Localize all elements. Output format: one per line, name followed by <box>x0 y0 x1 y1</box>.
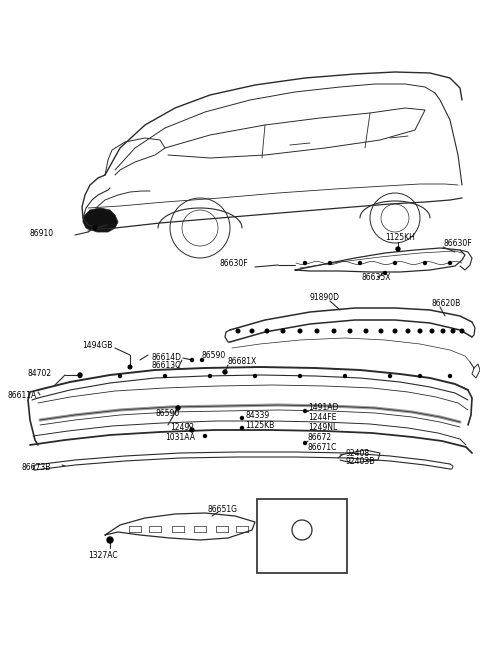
Circle shape <box>191 358 193 361</box>
Circle shape <box>394 262 396 264</box>
Text: 1031AA: 1031AA <box>165 432 195 441</box>
Circle shape <box>379 329 383 333</box>
Text: 1125KB: 1125KB <box>245 420 274 430</box>
Circle shape <box>250 329 254 333</box>
Circle shape <box>448 375 452 377</box>
Circle shape <box>253 375 256 377</box>
Circle shape <box>328 262 332 264</box>
Text: 86613C: 86613C <box>152 361 181 369</box>
Circle shape <box>303 409 307 413</box>
Circle shape <box>359 262 361 264</box>
Text: 86910: 86910 <box>30 228 54 237</box>
Circle shape <box>190 428 194 432</box>
Circle shape <box>107 537 113 543</box>
Circle shape <box>299 375 301 377</box>
Polygon shape <box>83 208 118 232</box>
Circle shape <box>396 247 400 251</box>
Circle shape <box>208 375 212 377</box>
Circle shape <box>201 358 204 361</box>
Circle shape <box>164 375 167 377</box>
Text: 1491AD: 1491AD <box>308 403 338 413</box>
Circle shape <box>364 329 368 333</box>
Text: 86651G: 86651G <box>208 506 238 514</box>
Circle shape <box>236 329 240 333</box>
Circle shape <box>393 329 397 333</box>
Circle shape <box>93 226 97 230</box>
Text: 86614D: 86614D <box>152 352 182 361</box>
Circle shape <box>430 329 434 333</box>
Text: 86673B: 86673B <box>22 464 51 472</box>
Circle shape <box>441 329 445 333</box>
Text: 86630F: 86630F <box>443 239 472 249</box>
Circle shape <box>265 329 269 333</box>
Text: 84702: 84702 <box>28 369 52 377</box>
Circle shape <box>384 272 386 274</box>
Text: 86681X: 86681X <box>228 358 257 367</box>
Circle shape <box>204 434 206 438</box>
Circle shape <box>303 262 307 264</box>
Circle shape <box>78 373 82 377</box>
Text: 1244FE: 1244FE <box>308 413 336 422</box>
Text: 84339: 84339 <box>245 411 269 419</box>
Text: 86590: 86590 <box>155 409 179 417</box>
Text: 86630F: 86630F <box>220 258 249 268</box>
Text: 86635X: 86635X <box>362 274 392 283</box>
Circle shape <box>388 375 392 377</box>
Circle shape <box>303 441 307 445</box>
Circle shape <box>128 365 132 369</box>
Circle shape <box>460 329 464 333</box>
Text: 12492: 12492 <box>170 422 194 432</box>
Text: 86620B: 86620B <box>432 298 461 308</box>
Text: 1125KH: 1125KH <box>385 234 415 243</box>
Text: 91890D: 91890D <box>310 293 340 302</box>
Text: 92403B: 92403B <box>345 457 374 466</box>
Circle shape <box>451 329 455 333</box>
Text: 86590: 86590 <box>202 350 226 359</box>
Text: 86672: 86672 <box>308 434 332 443</box>
Circle shape <box>281 329 285 333</box>
Text: 1494GB: 1494GB <box>82 340 112 350</box>
Circle shape <box>298 329 302 333</box>
Circle shape <box>79 375 82 377</box>
Circle shape <box>119 375 121 377</box>
Circle shape <box>419 375 421 377</box>
FancyBboxPatch shape <box>257 499 347 573</box>
Circle shape <box>176 406 180 410</box>
Circle shape <box>240 417 243 419</box>
Circle shape <box>344 375 347 377</box>
Circle shape <box>240 426 243 430</box>
Circle shape <box>315 329 319 333</box>
Text: 1249NL: 1249NL <box>308 424 337 432</box>
Text: 86611A: 86611A <box>8 390 37 400</box>
Text: 1327AC: 1327AC <box>88 550 118 560</box>
Circle shape <box>223 370 227 374</box>
Circle shape <box>418 329 422 333</box>
Circle shape <box>332 329 336 333</box>
Circle shape <box>348 329 352 333</box>
Circle shape <box>423 262 427 264</box>
Circle shape <box>406 329 410 333</box>
Text: 92408: 92408 <box>345 449 369 457</box>
Text: 1249LJ: 1249LJ <box>287 510 317 519</box>
Text: 86671C: 86671C <box>308 443 337 453</box>
Circle shape <box>448 262 452 264</box>
